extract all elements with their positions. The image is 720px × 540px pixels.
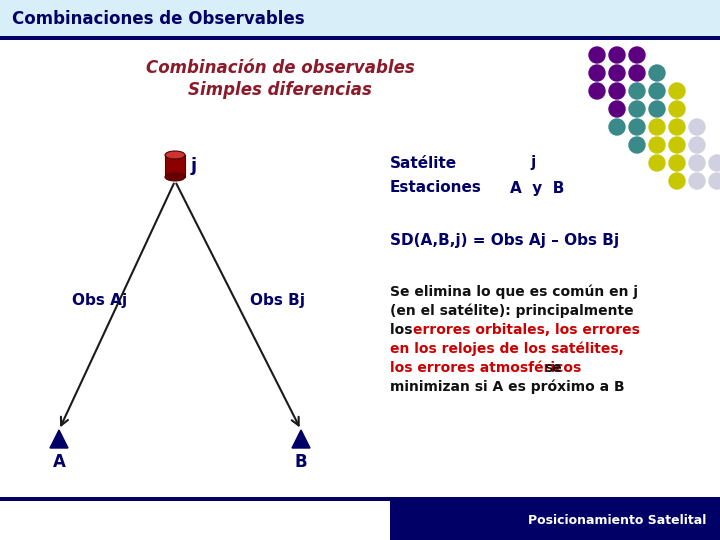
Text: Obs Bj: Obs Bj <box>251 293 305 307</box>
Text: se: se <box>544 361 562 375</box>
Circle shape <box>709 173 720 189</box>
Circle shape <box>609 65 625 81</box>
Text: los: los <box>390 323 418 337</box>
Text: Se elimina lo que es común en j: Se elimina lo que es común en j <box>390 285 638 299</box>
Circle shape <box>629 137 645 153</box>
Text: Combinaciones de Observables: Combinaciones de Observables <box>12 10 305 28</box>
Circle shape <box>649 101 665 117</box>
Circle shape <box>689 173 705 189</box>
Circle shape <box>649 119 665 135</box>
Bar <box>0 36 720 40</box>
Text: SD(A,B,j) = Obs Aj – Obs Bj: SD(A,B,j) = Obs Aj – Obs Bj <box>390 233 619 247</box>
Circle shape <box>589 47 605 63</box>
Circle shape <box>649 155 665 171</box>
Circle shape <box>629 83 645 99</box>
Bar <box>390 501 720 540</box>
Text: j: j <box>191 157 197 175</box>
Circle shape <box>609 119 625 135</box>
Circle shape <box>649 137 665 153</box>
Circle shape <box>629 119 645 135</box>
Text: los errores atmosféricos: los errores atmosféricos <box>390 361 586 375</box>
Circle shape <box>589 65 605 81</box>
Circle shape <box>649 65 665 81</box>
Circle shape <box>589 83 605 99</box>
Circle shape <box>709 155 720 171</box>
Bar <box>0 40 720 500</box>
Circle shape <box>689 137 705 153</box>
Text: Satélite: Satélite <box>390 156 457 171</box>
Circle shape <box>669 119 685 135</box>
Circle shape <box>629 65 645 81</box>
Polygon shape <box>50 430 68 448</box>
Text: minimizan si A es próximo a B: minimizan si A es próximo a B <box>390 380 625 394</box>
Polygon shape <box>292 430 310 448</box>
Text: Obs Aj: Obs Aj <box>73 293 127 307</box>
Circle shape <box>609 47 625 63</box>
Text: Posicionamiento Satelital: Posicionamiento Satelital <box>528 514 706 526</box>
Text: Combinación de observables: Combinación de observables <box>145 59 415 77</box>
Text: A: A <box>53 453 66 471</box>
Bar <box>0 0 720 38</box>
Text: Simples diferencias: Simples diferencias <box>188 81 372 99</box>
Circle shape <box>609 83 625 99</box>
Circle shape <box>689 155 705 171</box>
Text: errores orbitales, los errores: errores orbitales, los errores <box>413 323 640 337</box>
Text: j: j <box>530 156 535 171</box>
Bar <box>165 155 185 177</box>
Ellipse shape <box>165 151 185 159</box>
Circle shape <box>669 173 685 189</box>
Circle shape <box>669 155 685 171</box>
Circle shape <box>609 101 625 117</box>
Bar <box>0 497 720 501</box>
Circle shape <box>669 83 685 99</box>
Circle shape <box>669 101 685 117</box>
Circle shape <box>689 119 705 135</box>
Text: en los relojes de los satélites,: en los relojes de los satélites, <box>390 342 624 356</box>
Circle shape <box>649 83 665 99</box>
Circle shape <box>629 101 645 117</box>
Text: A  y  B: A y B <box>510 180 564 195</box>
Circle shape <box>669 137 685 153</box>
Text: Estaciones: Estaciones <box>390 180 482 195</box>
Ellipse shape <box>165 173 185 181</box>
Circle shape <box>629 47 645 63</box>
Text: B: B <box>294 453 307 471</box>
Text: (en el satélite): principalmente: (en el satélite): principalmente <box>390 303 634 318</box>
